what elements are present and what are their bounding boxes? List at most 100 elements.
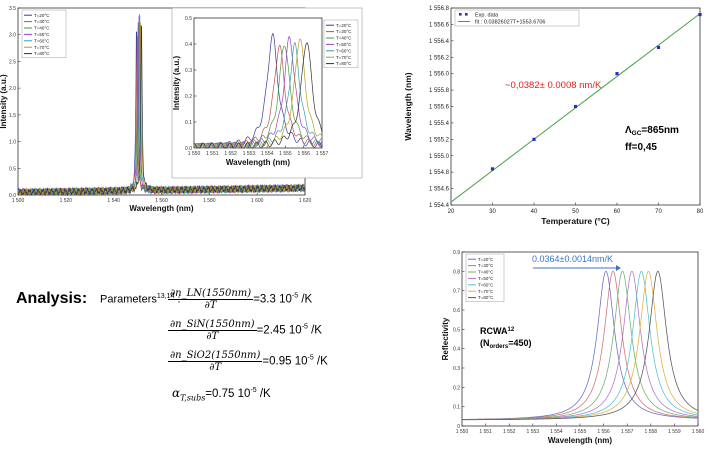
alpha-value: =0.75 10 [205,388,251,400]
analysis-title: Analysis: [16,290,88,307]
x-tick-label: 40 [531,209,538,215]
param-row-ln: ∂n_LN(1550nm) ∂T =3.3 10-5 /K [168,288,312,311]
x-tick-label: 1 554 [261,151,274,157]
fill-factor-label: ff=0,45 [625,142,657,153]
x-tick-label: 20 [448,209,455,215]
y-tick-label: 0.2 [453,385,460,391]
fraction-numerator: ∂n_SiN(1550nm) [168,319,257,331]
y-tick-label: 0.3 [453,366,460,372]
grating-period-label: ΛGC=865nm [625,125,679,137]
x-tick-label: 1 560 [692,429,705,435]
dn-sin-fraction: ∂n_SiN(1550nm) ∂T [168,319,257,342]
fraction-denominator: ∂T [209,362,222,373]
legend-label: T=60°C [336,48,352,53]
y-tick-label: 0 [457,424,460,430]
legend-label: T=70°C [478,289,494,294]
reflectivity-panel: 1 550 1 551 1 552 1 553 1 554 1 555 1 556 1 557… [440,240,710,450]
x-tick-label: 50 [572,209,579,215]
param-row-sin: ∂n_SiN(1550nm) ∂T =2.45 10-5 /K [168,319,322,342]
slope-annotation: ~0,0382± 0.0008 nm/K [505,80,602,91]
y-axis-label: Intensity (a.u.) [0,74,8,129]
y-tick-label: 1 555.0 [429,154,450,160]
parameters-text: Parameters [100,293,157,306]
reflectivity-legend [465,253,505,302]
legend-label: T=40°C [336,36,352,41]
y-tick-label: 1 556.2 [429,55,450,61]
x-tick-label: 30 [489,209,496,215]
y-tick-label: 1 555.8 [429,88,450,94]
data-point [490,167,495,171]
param-value: =0.95 10 [262,355,308,368]
legend-label: T=80°C [336,61,352,66]
parameters-ref: 13,14 [156,293,175,300]
legend-label: T=50°C [336,42,352,47]
y-tick-label: 1 556.6 [429,22,450,28]
legend-label: T=20°C [336,23,352,28]
x-tick-label: 1 552 [503,429,516,435]
y-axis-label: Wavelength (nm) [403,72,413,140]
legend-label: T=80°C [34,51,50,56]
x-axis-label: Wavelength (nm) [548,436,612,445]
x-tick-label: 1 555 [574,429,587,435]
x-tick-label: 1 580 [203,198,216,204]
param-row-alpha: αT,subs=0.75 10-5 /K [172,386,271,402]
inset-series-line [193,41,323,149]
y-tick-label: 1 556.4 [429,39,450,45]
orders-label: (Norders=450) [480,338,531,350]
legend-label: Exp. data [475,13,499,19]
data-point [698,12,702,17]
fraction-numerator: ∂n_SiO2(1550nm) [168,350,263,362]
param-unit: /K [313,355,328,368]
x-tick-label: 1 520 [60,198,73,204]
y-tick-label: 0.1 [453,405,460,411]
y-tick-label: 0.2 [185,94,192,100]
y-tick-label: 1.0 [9,140,16,146]
x-tick-label: 1 551 [479,429,492,435]
x-tick-label: 1 500 [12,198,25,204]
x-tick-label: 1 552 [224,151,237,157]
analysis-section: Analysis: Parameters13,14 : ∂n_LN(1550nm… [16,288,416,438]
param-value: =3.3 10 [253,293,292,306]
y-tick-label: 1 554.8 [429,170,450,176]
y-tick-label: 0.3 [185,68,192,74]
spectrum-chart-panel: 1 500 1 520 1 540 1 560 1 580 1 600 1 620 0.0 0.… [0,0,312,213]
x-tick-label: 1 550 [456,429,469,435]
x-tick-label: 1 554 [550,429,563,435]
x-tick-label: 1 620 [299,198,312,204]
fraction-denominator: ∂T [204,300,217,311]
dn-sio2-fraction: ∂n_SiO2(1550nm) ∂T [168,350,263,373]
param-exp: -5 [291,292,299,300]
dn-ln-fraction: ∂n_LN(1550nm) ∂T [168,288,254,311]
alpha-symbol: α [172,386,181,400]
fit-legend [454,9,580,27]
y-axis-label: Intensity (a.u.) [172,56,181,111]
x-tick-label: 1 600 [251,198,264,204]
y-tick-label: 0.5 [453,327,460,333]
legend-label: T=70°C [336,55,352,60]
y-tick-label: 2.0 [9,86,16,92]
y-tick-label: 0.9 [453,250,460,256]
param-exp: -5 [307,354,314,362]
x-tick-label: 80 [697,209,704,215]
legend-label: T=50°C [478,276,494,281]
fraction-numerator: ∂n_LN(1550nm) [168,288,254,300]
reflectivity-series-line [462,270,699,421]
legend-label: T=40°C [478,270,494,275]
y-tick-label: 0.5 [185,16,192,22]
x-tick-label: 1 556 [297,151,310,157]
legend-label: T=70°C [34,45,50,50]
x-axis-label: Wavelength (nm) [226,158,290,167]
y-tick-label: 1 554.4 [429,203,450,209]
data-point [532,137,536,141]
x-tick-label: 1 553 [243,151,256,157]
y-tick-label: 1 554.6 [429,187,450,193]
x-tick-label: 1 557 [316,151,329,157]
fraction-denominator: ∂T [206,331,219,342]
y-tick-label: 0.4 [185,42,192,48]
y-tick-label: 0.1 [185,120,192,126]
x-tick-label: 1 556 [597,429,610,435]
alpha-unit: /K [256,388,271,400]
y-tick-label: 3.0 [9,33,16,39]
reflectivity-chart: 1 550 1 551 1 552 1 553 1 554 1 555 1 556 1 557… [441,250,705,445]
data-point [615,72,619,76]
